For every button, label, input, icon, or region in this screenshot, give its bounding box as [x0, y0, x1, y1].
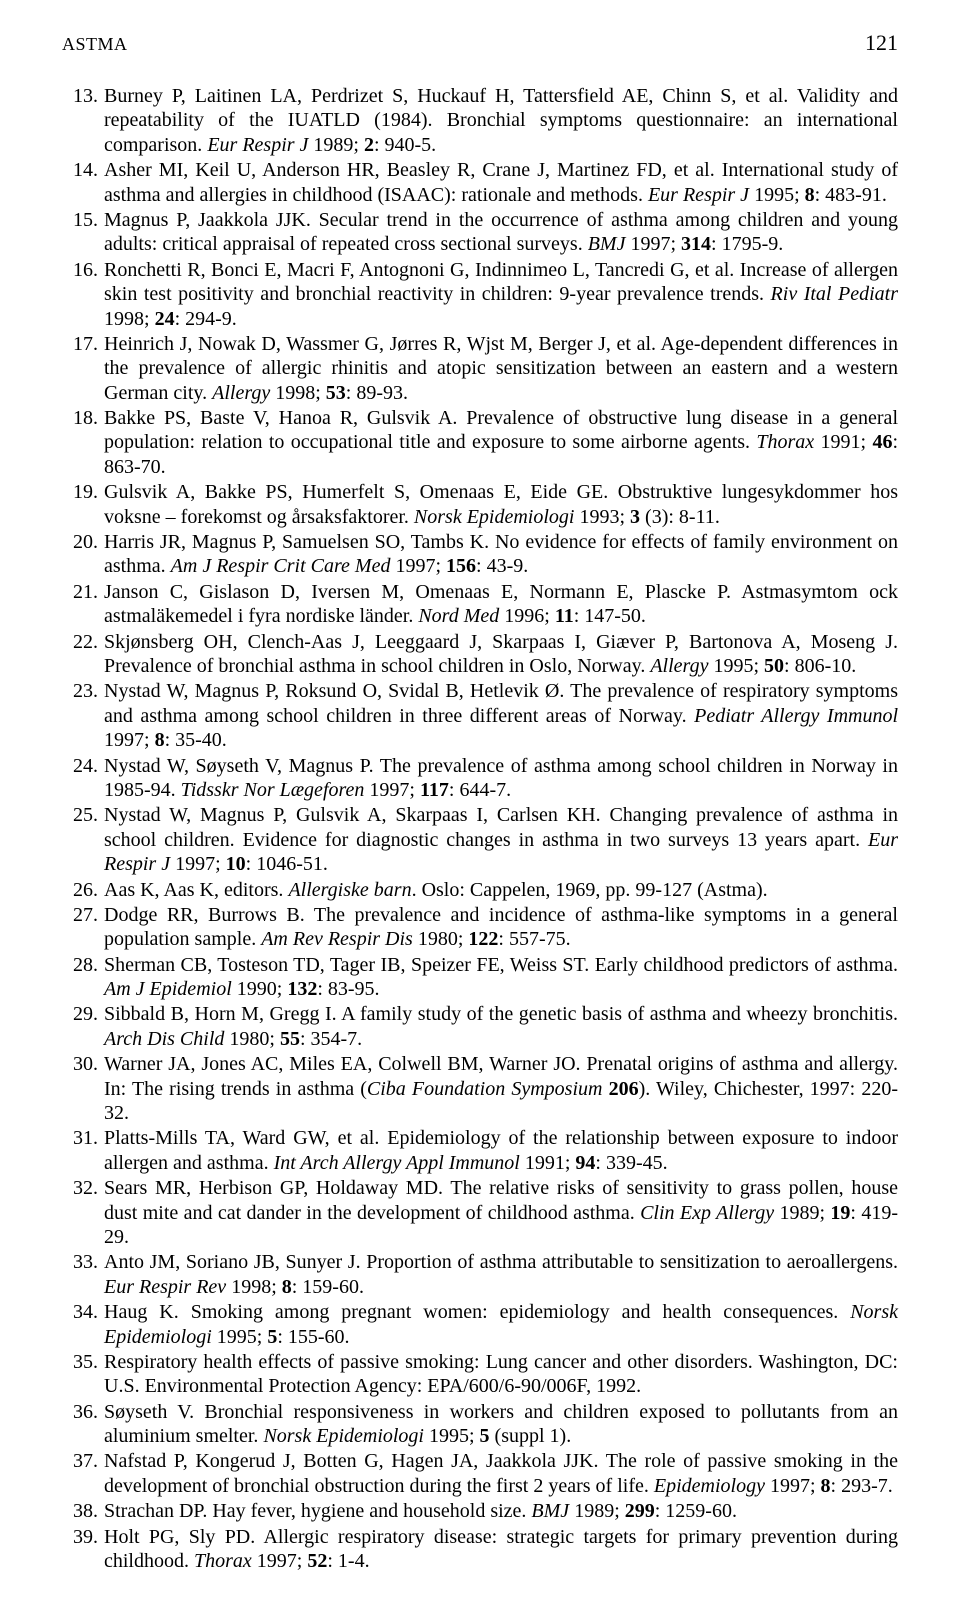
reference-item: 30.Warner JA, Jones AC, Miles EA, Colwel…: [62, 1052, 898, 1125]
reference-item: 29.Sibbald B, Horn M, Gregg I. A family …: [62, 1002, 898, 1051]
reference-number: 19.: [62, 480, 104, 529]
reference-item: 36.Søyseth V. Bronchial responsiveness i…: [62, 1400, 898, 1449]
running-head: ASTMA: [62, 34, 128, 55]
reference-item: 21.Janson C, Gislason D, Iversen M, Omen…: [62, 580, 898, 629]
reference-text: Respiratory health effects of passive sm…: [104, 1350, 898, 1399]
page-header: ASTMA 121: [62, 30, 898, 56]
page-number: 121: [865, 30, 898, 56]
reference-number: 15.: [62, 208, 104, 257]
reference-text: Dodge RR, Burrows B. The prevalence and …: [104, 903, 898, 952]
reference-number: 31.: [62, 1126, 104, 1175]
reference-item: 18.Bakke PS, Baste V, Hanoa R, Gulsvik A…: [62, 406, 898, 479]
reference-number: 18.: [62, 406, 104, 479]
reference-text: Strachan DP. Hay fever, hygiene and hous…: [104, 1499, 898, 1523]
reference-text: Holt PG, Sly PD. Allergic respiratory di…: [104, 1525, 898, 1574]
reference-text: Burney P, Laitinen LA, Perdrizet S, Huck…: [104, 84, 898, 157]
reference-number: 13.: [62, 84, 104, 157]
reference-number: 35.: [62, 1350, 104, 1399]
reference-item: 24.Nystad W, Søyseth V, Magnus P. The pr…: [62, 754, 898, 803]
reference-item: 20.Harris JR, Magnus P, Samuelsen SO, Ta…: [62, 530, 898, 579]
reference-item: 37.Nafstad P, Kongerud J, Botten G, Hage…: [62, 1449, 898, 1498]
reference-text: Warner JA, Jones AC, Miles EA, Colwell B…: [104, 1052, 898, 1125]
reference-item: 28.Sherman CB, Tosteson TD, Tager IB, Sp…: [62, 953, 898, 1002]
reference-text: Nystad W, Magnus P, Roksund O, Svidal B,…: [104, 679, 898, 752]
reference-number: 30.: [62, 1052, 104, 1125]
reference-item: 16.Ronchetti R, Bonci E, Macri F, Antogn…: [62, 258, 898, 331]
reference-item: 33.Anto JM, Soriano JB, Sunyer J. Propor…: [62, 1250, 898, 1299]
reference-number: 27.: [62, 903, 104, 952]
reference-number: 24.: [62, 754, 104, 803]
reference-item: 32.Sears MR, Herbison GP, Holdaway MD. T…: [62, 1176, 898, 1249]
reference-text: Nafstad P, Kongerud J, Botten G, Hagen J…: [104, 1449, 898, 1498]
reference-text: Nystad W, Søyseth V, Magnus P. The preva…: [104, 754, 898, 803]
reference-number: 32.: [62, 1176, 104, 1249]
reference-item: 23.Nystad W, Magnus P, Roksund O, Svidal…: [62, 679, 898, 752]
reference-text: Magnus P, Jaakkola JJK. Secular trend in…: [104, 208, 898, 257]
reference-number: 16.: [62, 258, 104, 331]
reference-item: 38.Strachan DP. Hay fever, hygiene and h…: [62, 1499, 898, 1523]
references-list: 13.Burney P, Laitinen LA, Perdrizet S, H…: [62, 84, 898, 1573]
reference-text: Bakke PS, Baste V, Hanoa R, Gulsvik A. P…: [104, 406, 898, 479]
reference-item: 31.Platts-Mills TA, Ward GW, et al. Epid…: [62, 1126, 898, 1175]
reference-text: Søyseth V. Bronchial responsiveness in w…: [104, 1400, 898, 1449]
reference-text: Aas K, Aas K, editors. Allergiske barn. …: [104, 878, 898, 902]
reference-number: 36.: [62, 1400, 104, 1449]
reference-text: Heinrich J, Nowak D, Wassmer G, Jørres R…: [104, 332, 898, 405]
reference-text: Janson C, Gislason D, Iversen M, Omenaas…: [104, 580, 898, 629]
reference-text: Harris JR, Magnus P, Samuelsen SO, Tambs…: [104, 530, 898, 579]
reference-number: 26.: [62, 878, 104, 902]
reference-text: Haug K. Smoking among pregnant women: ep…: [104, 1300, 898, 1349]
reference-text: Sherman CB, Tosteson TD, Tager IB, Speiz…: [104, 953, 898, 1002]
reference-number: 38.: [62, 1499, 104, 1523]
reference-text: Asher MI, Keil U, Anderson HR, Beasley R…: [104, 158, 898, 207]
reference-item: 39.Holt PG, Sly PD. Allergic respiratory…: [62, 1525, 898, 1574]
reference-text: Anto JM, Soriano JB, Sunyer J. Proportio…: [104, 1250, 898, 1299]
reference-item: 27.Dodge RR, Burrows B. The prevalence a…: [62, 903, 898, 952]
reference-item: 14.Asher MI, Keil U, Anderson HR, Beasle…: [62, 158, 898, 207]
reference-text: Ronchetti R, Bonci E, Macri F, Antognoni…: [104, 258, 898, 331]
reference-item: 22.Skjønsberg OH, Clench-Aas J, Leeggaar…: [62, 630, 898, 679]
reference-number: 25.: [62, 803, 104, 876]
reference-number: 29.: [62, 1002, 104, 1051]
reference-item: 17.Heinrich J, Nowak D, Wassmer G, Jørre…: [62, 332, 898, 405]
reference-text: Nystad W, Magnus P, Gulsvik A, Skarpaas …: [104, 803, 898, 876]
reference-item: 34.Haug K. Smoking among pregnant women:…: [62, 1300, 898, 1349]
reference-text: Skjønsberg OH, Clench-Aas J, Leeggaard J…: [104, 630, 898, 679]
reference-item: 15.Magnus P, Jaakkola JJK. Secular trend…: [62, 208, 898, 257]
reference-item: 19.Gulsvik A, Bakke PS, Humerfelt S, Ome…: [62, 480, 898, 529]
reference-number: 23.: [62, 679, 104, 752]
reference-item: 25.Nystad W, Magnus P, Gulsvik A, Skarpa…: [62, 803, 898, 876]
reference-number: 20.: [62, 530, 104, 579]
reference-number: 33.: [62, 1250, 104, 1299]
reference-number: 39.: [62, 1525, 104, 1574]
reference-text: Sibbald B, Horn M, Gregg I. A family stu…: [104, 1002, 898, 1051]
reference-item: 35.Respiratory health effects of passive…: [62, 1350, 898, 1399]
reference-number: 37.: [62, 1449, 104, 1498]
reference-text: Gulsvik A, Bakke PS, Humerfelt S, Omenaa…: [104, 480, 898, 529]
reference-text: Platts-Mills TA, Ward GW, et al. Epidemi…: [104, 1126, 898, 1175]
reference-number: 14.: [62, 158, 104, 207]
page: ASTMA 121 13.Burney P, Laitinen LA, Perd…: [0, 0, 960, 1614]
reference-text: Sears MR, Herbison GP, Holdaway MD. The …: [104, 1176, 898, 1249]
reference-number: 22.: [62, 630, 104, 679]
reference-number: 34.: [62, 1300, 104, 1349]
reference-number: 21.: [62, 580, 104, 629]
reference-item: 26.Aas K, Aas K, editors. Allergiske bar…: [62, 878, 898, 902]
reference-item: 13.Burney P, Laitinen LA, Perdrizet S, H…: [62, 84, 898, 157]
reference-number: 28.: [62, 953, 104, 1002]
reference-number: 17.: [62, 332, 104, 405]
